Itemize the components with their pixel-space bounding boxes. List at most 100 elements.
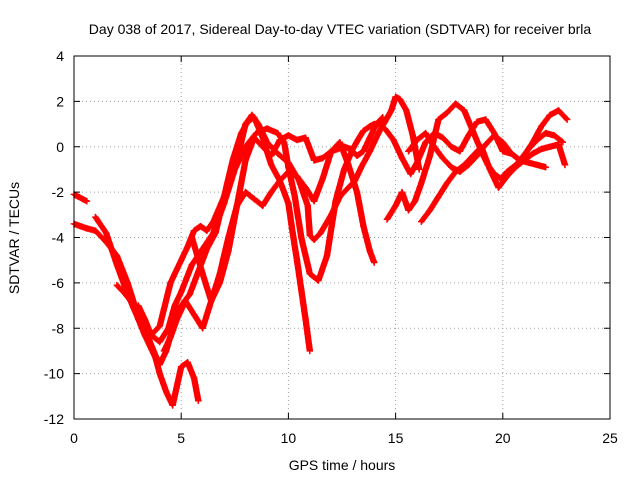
x-tick-label: 5 (177, 430, 185, 446)
data-point (250, 114, 258, 121)
data-point (533, 161, 541, 169)
data-point (465, 132, 472, 139)
y-axis-label: SDTVAR / TECUs (6, 182, 22, 294)
data-point (426, 207, 434, 214)
data-point (319, 154, 326, 162)
data-point (156, 322, 163, 330)
data-point (345, 161, 352, 169)
data-point (546, 111, 554, 119)
data-point (561, 161, 569, 169)
data-point (216, 279, 223, 287)
data-point (319, 175, 326, 182)
data-point (310, 198, 318, 205)
data-point (366, 134, 374, 141)
data-point (353, 152, 361, 160)
data-point (340, 166, 348, 173)
data-point (439, 134, 446, 141)
data-point (347, 145, 354, 153)
series-1 (70, 191, 91, 205)
data-point (167, 279, 174, 287)
data-point (113, 261, 121, 268)
data-point (486, 166, 494, 173)
data-point (75, 193, 82, 200)
data-point (276, 136, 284, 144)
data-point (259, 134, 266, 141)
x-tick-label: 20 (495, 430, 511, 446)
data-point (302, 315, 309, 323)
data-point (190, 227, 198, 234)
data-marks (70, 93, 571, 409)
data-point (373, 120, 380, 128)
data-point (306, 270, 314, 277)
data-point (512, 163, 519, 171)
data-point (418, 179, 425, 187)
x-tick-label: 0 (70, 430, 78, 446)
data-point (430, 143, 438, 150)
data-point (332, 198, 339, 205)
data-point (405, 148, 412, 155)
data-point (563, 116, 571, 123)
data-point (499, 139, 506, 146)
y-tick-label: -12 (44, 411, 64, 427)
data-point (422, 139, 429, 146)
data-point (491, 132, 498, 139)
data-point (508, 150, 515, 157)
data-point (276, 177, 284, 184)
data-point (238, 129, 245, 137)
data-point (315, 277, 322, 284)
data-point (482, 141, 489, 148)
data-point (390, 136, 397, 144)
data-point (291, 193, 299, 200)
data-point (366, 148, 374, 155)
data-point (370, 259, 378, 266)
data-point (250, 134, 258, 141)
data-point (443, 179, 451, 187)
data-point (208, 297, 215, 305)
data-point (152, 352, 159, 359)
data-point (102, 229, 110, 237)
data-point (388, 107, 395, 114)
data-point (156, 370, 163, 377)
y-tick-label: -4 (52, 230, 65, 246)
data-point (199, 325, 206, 332)
data-point (188, 234, 196, 241)
data-point (366, 247, 374, 255)
data-point (92, 227, 99, 234)
data-point (285, 200, 292, 207)
data-point (162, 388, 170, 395)
data-point (452, 100, 459, 107)
data-point (355, 134, 363, 141)
data-point (250, 195, 258, 203)
data-point (538, 123, 545, 130)
data-point (456, 148, 464, 155)
data-point (317, 229, 324, 237)
data-point (244, 118, 251, 125)
data-point (274, 129, 281, 137)
data-point (340, 143, 348, 150)
y-tick-label: -10 (44, 366, 64, 382)
data-point (473, 118, 481, 125)
data-point (448, 163, 455, 171)
data-point (409, 132, 416, 139)
data-point (184, 243, 191, 250)
data-point (469, 127, 476, 135)
data-point (178, 288, 185, 296)
y-tick-label: 2 (56, 93, 64, 109)
data-point (293, 136, 301, 144)
y-tick-label: 0 (56, 139, 64, 155)
data-point (242, 188, 249, 196)
data-point (529, 139, 537, 146)
data-point (360, 222, 367, 230)
data-point (306, 347, 314, 355)
series-4 (113, 114, 314, 368)
data-point (169, 402, 176, 409)
data-point (135, 302, 142, 309)
data-point (392, 202, 399, 209)
data-point (426, 152, 434, 160)
data-point (503, 173, 511, 180)
data-point (225, 247, 232, 255)
data-point (77, 222, 84, 230)
data-point (285, 132, 292, 139)
data-point (396, 95, 404, 103)
data-point (190, 374, 198, 382)
